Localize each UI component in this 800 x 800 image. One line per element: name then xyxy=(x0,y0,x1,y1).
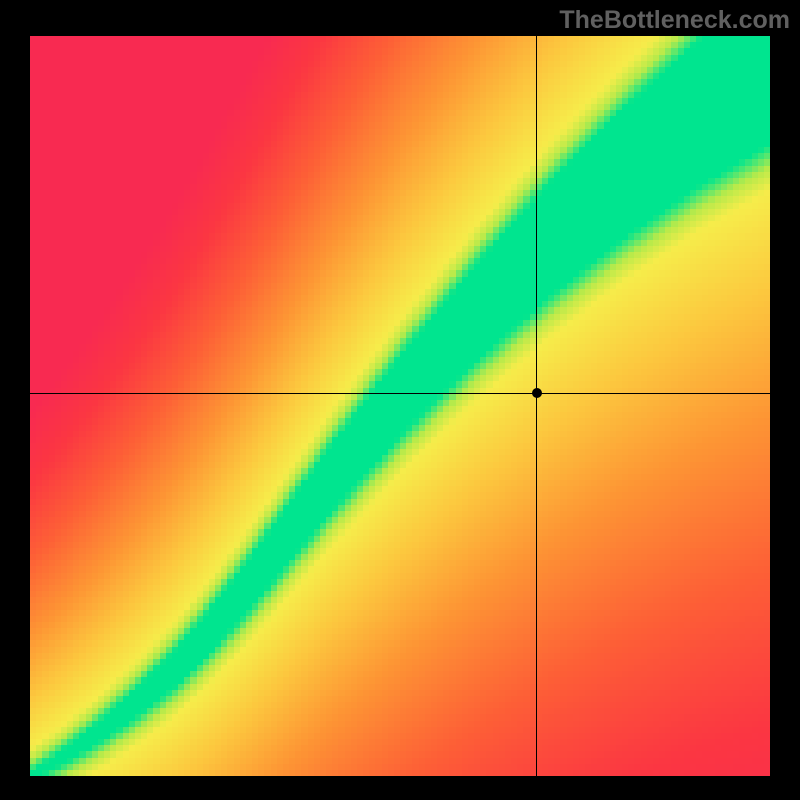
crosshair-horizontal xyxy=(30,393,770,394)
chart-container: TheBottleneck.com xyxy=(0,0,800,800)
crosshair-vertical xyxy=(536,36,537,776)
watermark-text: TheBottleneck.com xyxy=(559,6,790,35)
bottleneck-heatmap xyxy=(30,36,770,776)
